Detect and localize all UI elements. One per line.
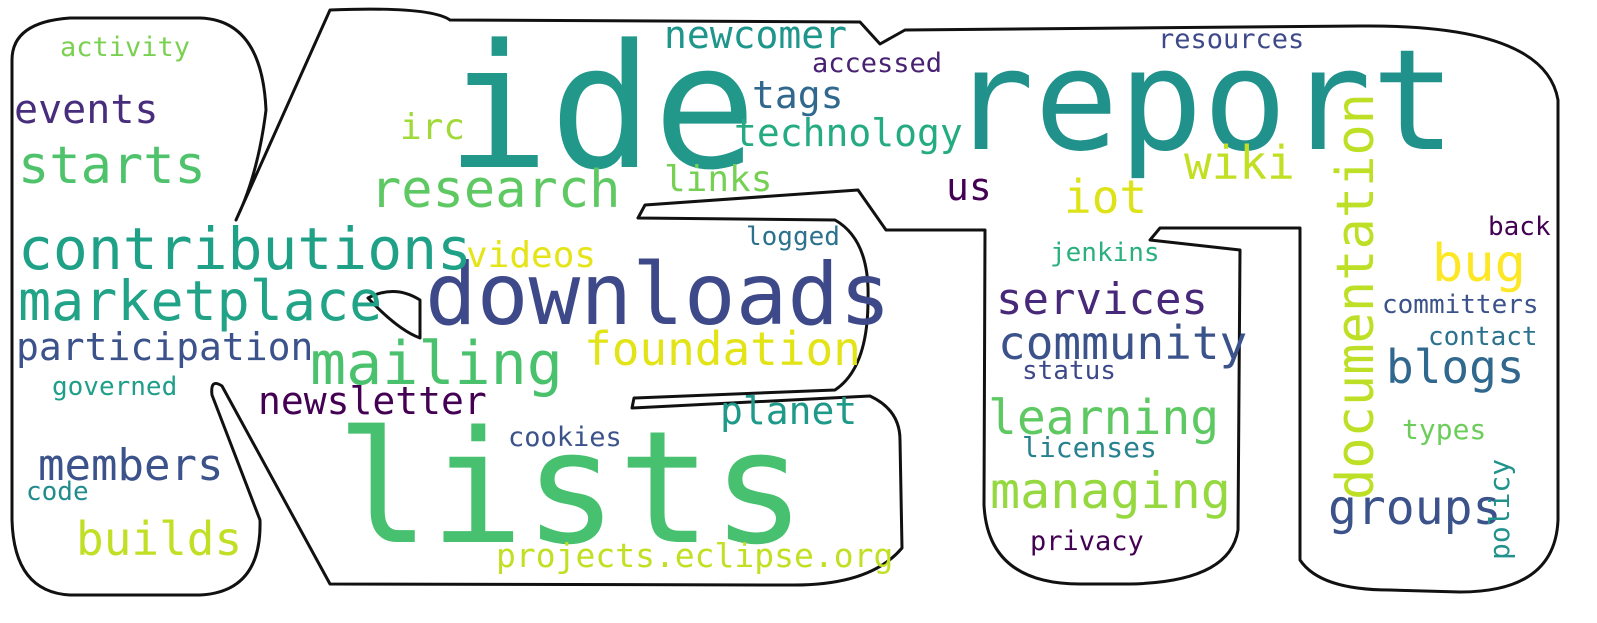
word-jenkins: jenkins (1050, 238, 1160, 268)
word-research: research (370, 160, 621, 220)
word-types: types (1402, 413, 1487, 446)
word-accessed: accessed (812, 48, 943, 79)
word-contributions: contributions (18, 215, 472, 283)
word-contact: contact (1428, 322, 1538, 352)
word-projects-eclipse-org: projects.eclipse.org (496, 536, 894, 575)
word-lists: lists (336, 397, 806, 579)
word-privacy: privacy (1030, 526, 1144, 557)
word-report: report (950, 20, 1456, 183)
word-back: back (1488, 212, 1551, 242)
word-links: links (664, 159, 773, 200)
word-logged: logged (746, 222, 840, 252)
word-participation: participation (16, 325, 314, 369)
word-technology: technology (734, 111, 963, 155)
word-downloads: downloads (425, 245, 891, 345)
word-activity: activity (60, 32, 191, 63)
word-videos: videos (466, 235, 597, 276)
word-licenses: licenses (1022, 431, 1157, 464)
word-wiki: wiki (1184, 136, 1295, 190)
word-mailing: mailing (310, 329, 563, 399)
word-code: code (26, 477, 89, 507)
word-planet: planet (720, 389, 858, 433)
word-us: us (946, 165, 992, 209)
word-ide: ide (446, 7, 757, 208)
word-starts: starts (18, 136, 206, 196)
word-learning: learning (988, 390, 1220, 446)
word-iot: iot (1064, 170, 1148, 224)
word-governed: governed (52, 372, 178, 402)
word-cookies: cookies (508, 422, 622, 453)
word-blogs: blogs (1386, 340, 1525, 394)
word-marketplace: marketplace (18, 269, 383, 333)
word-community: community (998, 316, 1248, 370)
word-builds: builds (76, 512, 243, 566)
word-events: events (14, 87, 159, 133)
word-irc: irc (400, 107, 466, 148)
word-documentation: documentation (1326, 93, 1386, 500)
word-tags: tags (752, 73, 844, 117)
word-policy: policy (1483, 458, 1516, 560)
word-bug: bug (1432, 234, 1526, 294)
word-committers: committers (1382, 290, 1539, 320)
word-groups: groups (1328, 480, 1502, 536)
word-newcomer: newcomer (664, 13, 848, 57)
word-members: members (38, 440, 224, 491)
word-foundation: foundation (584, 322, 861, 376)
word-resources: resources (1158, 24, 1305, 55)
word-services: services (996, 274, 1208, 325)
word-managing: managing (990, 462, 1231, 520)
word-status: status (1022, 356, 1116, 386)
word-newsletter: newsletter (258, 379, 487, 423)
